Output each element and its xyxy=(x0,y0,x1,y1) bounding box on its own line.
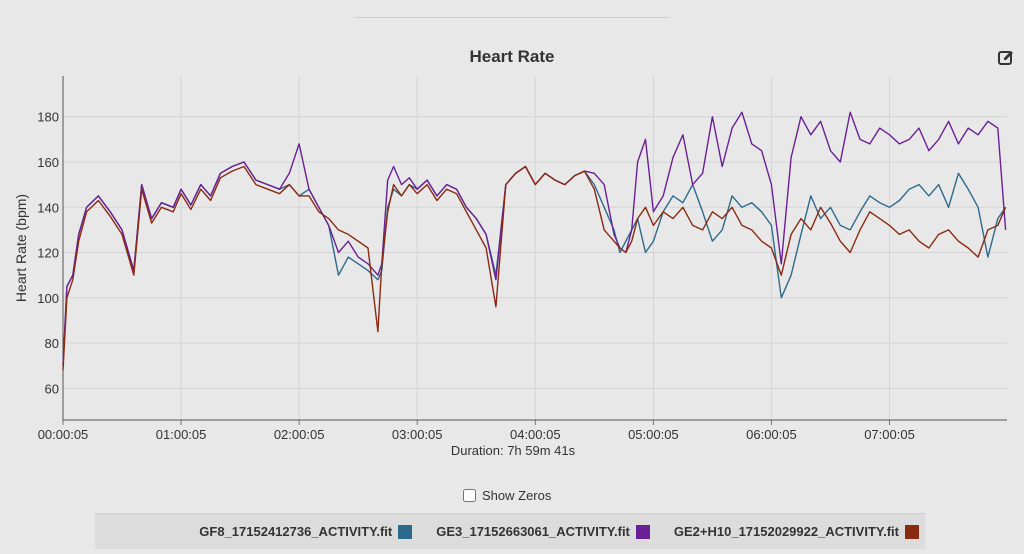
heart-rate-chart: 60 80 100 120 140 160 180 00:00:05 01:00:05 02:00… xyxy=(13,76,1007,458)
x-tick-label: 03:00:05 xyxy=(392,427,443,442)
legend-label-ge3: GE3_17152663061_ACTIVITY.fit xyxy=(436,524,630,539)
y-tick-label: 100 xyxy=(37,291,59,306)
legend: GF8_17152412736_ACTIVITY.fit GE3_1715266… xyxy=(95,513,925,549)
y-tick-label: 180 xyxy=(37,110,59,125)
legend-item-ge3[interactable]: GE3_17152663061_ACTIVITY.fit xyxy=(436,524,650,539)
y-axis-label: Heart Rate (bpm) xyxy=(13,194,29,302)
y-tick-label: 160 xyxy=(37,155,59,170)
y-tick-label: 140 xyxy=(37,200,59,215)
legend-label-gf8: GF8_17152412736_ACTIVITY.fit xyxy=(199,524,393,539)
legend-label-ge2: GE2+H10_17152029922_ACTIVITY.fit xyxy=(673,524,899,539)
series-line-ge2 xyxy=(62,165,1007,371)
legend-swatch-ge3 xyxy=(635,524,650,539)
x-tick-label: 00:00:05 xyxy=(38,427,89,442)
legend-item-gf8[interactable]: GF8_17152412736_ACTIVITY.fit xyxy=(199,524,413,539)
x-axis-label: Duration: 7h 59m 41s xyxy=(451,443,576,458)
legend-item-ge2[interactable]: GE2+H10_17152029922_ACTIVITY.fit xyxy=(674,524,919,539)
x-tick-label: 07:00:05 xyxy=(864,427,915,442)
y-tick-label: 60 xyxy=(45,381,59,396)
show-zeros-toggle[interactable]: Show Zeros xyxy=(463,485,551,505)
legend-swatch-gf8 xyxy=(398,524,413,539)
edit-square-icon[interactable] xyxy=(996,48,1016,68)
legend-swatch-ge2 xyxy=(905,524,919,539)
show-zeros-checkbox[interactable] xyxy=(463,488,476,502)
x-tick-label: 04:00:05 xyxy=(510,427,561,442)
x-tick-label: 02:00:05 xyxy=(274,427,325,442)
y-tick-label: 120 xyxy=(37,246,59,261)
chart-title: Heart Rate xyxy=(469,47,555,66)
x-tick-label: 01:00:05 xyxy=(156,427,207,442)
show-zeros-label: Show Zeros xyxy=(482,487,552,503)
top-divider xyxy=(355,17,669,18)
y-tick-label: 80 xyxy=(45,336,59,351)
series-line-ge3 xyxy=(62,111,1007,366)
x-tick-label: 06:00:05 xyxy=(746,427,797,442)
x-tick-label: 05:00:05 xyxy=(628,427,679,442)
